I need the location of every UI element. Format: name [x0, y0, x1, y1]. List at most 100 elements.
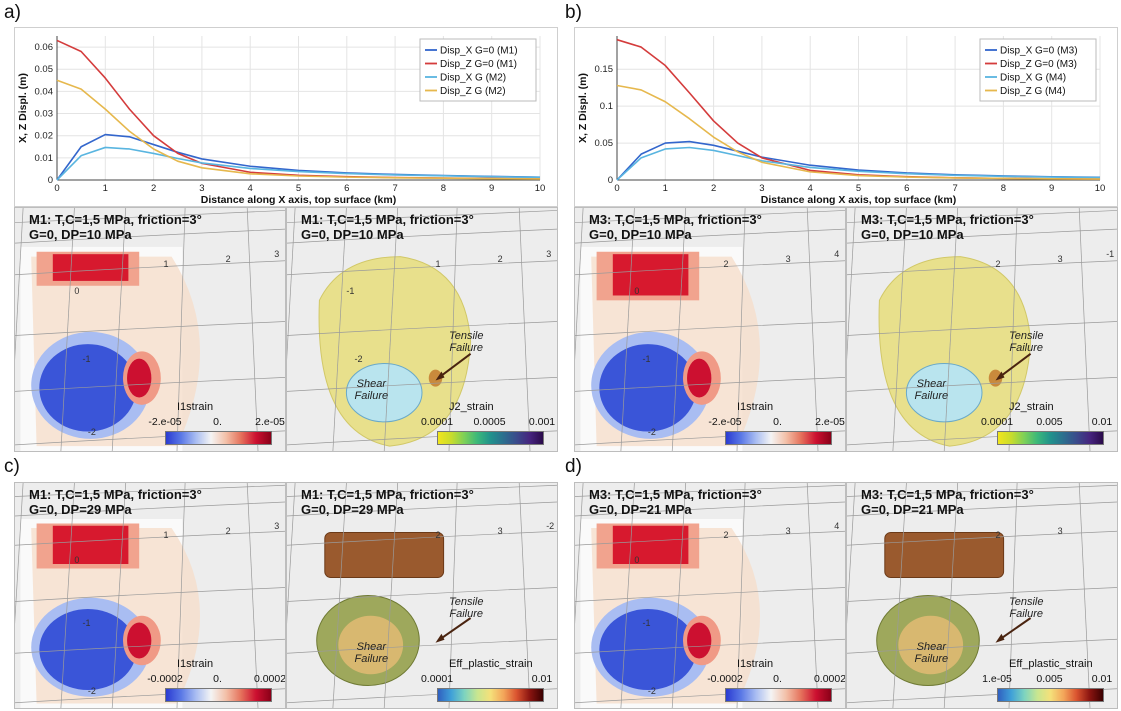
colorbar-tick-label: -0.0002 [707, 673, 743, 685]
colorbar [997, 688, 1104, 702]
tensile-arrow [997, 617, 1032, 642]
colorbar-tick-label: 0.0005 [473, 416, 506, 428]
panel-title: M3: T,C=1,5 MPa, friction=3° G=0, DP=21 M… [589, 487, 762, 517]
chart-svg: 0 1 2 3 4 5 6 7 8 9 10 0 0.05 0.1 0.15 Distance along X… [577, 36, 1105, 206]
grid-coordinate-label: 2 [995, 259, 1001, 270]
grid-coordinate-label: 3 [546, 249, 552, 260]
grid-coordinate-label: 3 [274, 249, 280, 260]
colorbar-ticks: 0.0001 0.0005 0.001 [421, 416, 555, 428]
grid-coordinate-label: 2 [435, 530, 441, 541]
panel-title-line1: M3: T,C=1,5 MPa, friction=3° [861, 212, 1034, 227]
x-tick-label: 2 [711, 183, 716, 194]
reservoir-core [39, 344, 137, 432]
x-tick-label: 6 [344, 183, 349, 194]
colorbar-title: J2_strain [1009, 401, 1054, 413]
expansion-zone [612, 254, 689, 296]
x-tick-label: 1 [663, 183, 668, 194]
tensile-failure-zone [988, 369, 1003, 387]
colorbar-ticks: -0.0002 0. 0.0002 [147, 673, 285, 685]
panel-title-line1: M1: T,C=1,5 MPa, friction=3° [29, 487, 202, 502]
panel-title-line2: G=0, DP=10 MPa [29, 227, 132, 242]
lateral-lobe [687, 622, 712, 659]
tensile-arrow [997, 353, 1032, 379]
panel-title-line2: G=0, DP=29 MPa [301, 502, 404, 517]
panel-title: M3: T,C=1,5 MPa, friction=3° G=0, DP=21 M… [861, 487, 1034, 517]
annotation-word: Failure [449, 607, 484, 620]
tensile-failure-zone [884, 532, 1005, 578]
tensile-failure-annotation: Tensile Failure [1009, 330, 1043, 354]
mesh-grid [847, 208, 1117, 451]
line-chart-a: 0 1 2 3 4 5 6 7 8 9 10 0 0.01 0.02 0.03 0.04 0.05 0.06 Dis… [14, 27, 558, 207]
mesh-grid [287, 208, 557, 451]
legend-box [979, 38, 1097, 102]
y-tick-label: 0.06 [35, 42, 54, 53]
grid-coordinate-label: 2 [723, 259, 729, 270]
lateral-lobe [687, 358, 712, 398]
x-tick-label: 3 [199, 183, 204, 194]
annotation-word: Shear [916, 640, 946, 653]
x-tick-label: 4 [808, 183, 813, 194]
tensile-failure-annotation: Tensile Failure [449, 330, 483, 354]
series-line [56, 146, 541, 181]
colorbar-tick-label: 0.001 [528, 416, 556, 428]
colorbar-tick-label: 0. [773, 673, 782, 685]
panel-title-line1: M1: T,C=1,5 MPa, friction=3° [29, 212, 202, 227]
colorbar-title: I1strain [737, 401, 774, 413]
grid-coordinate-label: 2 [225, 254, 231, 265]
panel-title-line2: G=0, DP=29 MPa [29, 502, 132, 517]
x-tick-label: 10 [535, 183, 546, 194]
panel-title-line2: G=0, DP=10 MPa [301, 227, 404, 242]
grid-coordinate-label: 3 [274, 521, 280, 532]
panel-title-line2: G=0, DP=21 MPa [861, 502, 964, 517]
colorbar-tick-label: 0.0001 [980, 416, 1014, 428]
shear-failure-annotation: Shear Failure [915, 641, 949, 665]
colorbar-tick-label: 0.01 [531, 673, 553, 685]
panel-title-line1: M3: T,C=1,5 MPa, friction=3° [589, 487, 762, 502]
annotation-word: Failure [1009, 341, 1044, 354]
mesh-grid [15, 208, 285, 451]
scene-svg [287, 483, 557, 708]
colorbar-tick-label: -2.e-05 [708, 416, 742, 428]
y-tick-label: 0.15 [595, 64, 614, 75]
shear-failure-annotation: Shear Failure [915, 378, 949, 402]
colorbar-tick-label: 0. [773, 416, 782, 428]
series-line [616, 146, 1101, 181]
colorbar [725, 431, 832, 445]
scene-svg [575, 483, 845, 708]
colorbar-tick-label: 2.e-05 [255, 416, 285, 428]
scene-svg [15, 483, 285, 708]
colorbar-title: I1strain [177, 658, 214, 670]
colorbar [725, 688, 832, 702]
panel-title: M1: T,C=1,5 MPa, friction=3° G=0, DP=29 M… [301, 487, 474, 517]
colorbar [165, 688, 272, 702]
x-axis-label: Distance along X axis, top surface (km) [201, 194, 396, 206]
y-tick-label: 0 [48, 175, 53, 186]
x-tick-label: 9 [489, 183, 494, 194]
y-tick-label: 0.04 [35, 86, 54, 97]
grid-coordinate-label: -1 [642, 618, 651, 628]
grid-coordinate-label: 1 [163, 259, 169, 270]
annotation-word: Tensile [449, 329, 484, 342]
grid-coordinate-label: -2 [546, 521, 555, 532]
panel-title: M1: T,C=1,5 MPa, friction=3° G=0, DP=29 M… [29, 487, 202, 517]
annotation-word: Failure [914, 652, 949, 665]
colorbar-ticks: -0.0002 0. 0.0002 [707, 673, 845, 685]
x-tick-label: 5 [296, 183, 301, 194]
lateral-lobe [127, 622, 152, 659]
legend-entry: Disp_X G (M4) [1000, 73, 1066, 84]
colorbar [437, 688, 544, 702]
panel-label-c: c) [4, 456, 20, 477]
panel-title: M1: T,C=1,5 MPa, friction=3° G=0, DP=10 M… [29, 212, 202, 242]
y-tick-label: 0.1 [600, 101, 613, 112]
panel-title: M3: T,C=1,5 MPa, friction=3° G=0, DP=10 M… [861, 212, 1034, 242]
scene-svg [847, 483, 1117, 708]
grid-coordinate-label: -2 [647, 426, 656, 437]
colorbar-ticks: 0.0001 0.005 0.01 [981, 416, 1112, 428]
line-chart-b: 0 1 2 3 4 5 6 7 8 9 10 0 0.05 0.1 0.15 Distance along X… [574, 27, 1118, 207]
reservoir-core [599, 344, 697, 432]
grid-coordinate-label: 4 [834, 521, 840, 532]
colorbar-tick-label: 0.0001 [420, 416, 454, 428]
annotation-word: Failure [1009, 607, 1044, 620]
grid-coordinate-label: -2 [354, 353, 363, 364]
expansion-zone [52, 525, 129, 564]
